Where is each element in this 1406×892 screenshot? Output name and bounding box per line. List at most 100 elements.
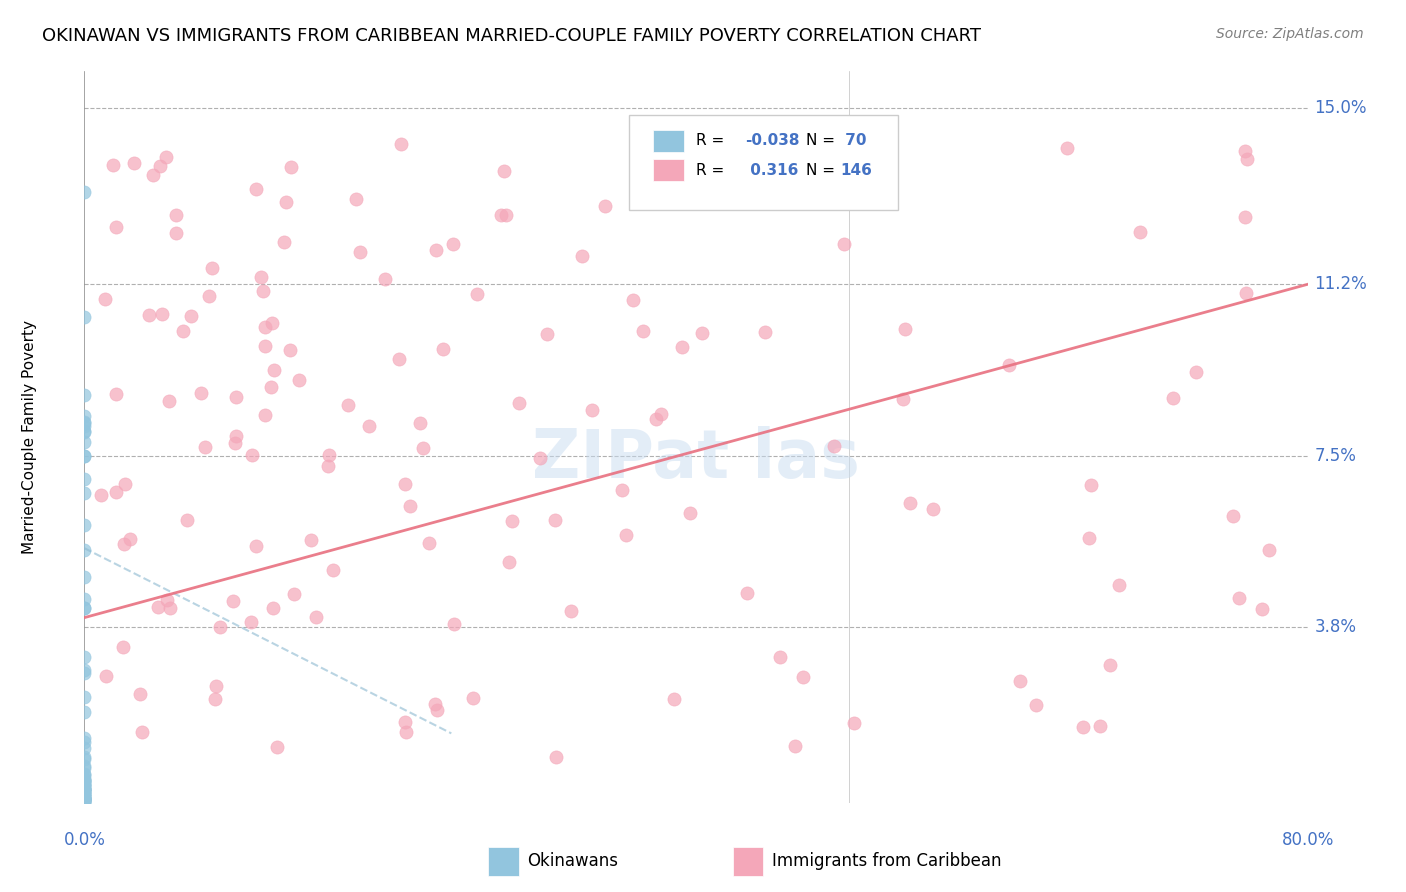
Point xyxy=(299,533,322,547)
Point xyxy=(394,476,416,491)
Point xyxy=(359,419,381,434)
Point xyxy=(73,791,96,805)
Point xyxy=(131,725,153,739)
Point xyxy=(73,592,96,607)
Point xyxy=(695,166,717,180)
Point xyxy=(155,151,177,165)
Point xyxy=(73,434,96,449)
Point xyxy=(253,319,276,334)
Point xyxy=(1071,720,1094,734)
Point xyxy=(73,791,96,805)
Point xyxy=(73,780,96,794)
Point xyxy=(544,749,567,764)
Point xyxy=(316,459,339,474)
Point xyxy=(260,317,283,331)
Point xyxy=(128,687,150,701)
FancyBboxPatch shape xyxy=(628,115,898,211)
Point xyxy=(263,363,285,377)
Point xyxy=(73,795,96,809)
Point xyxy=(73,783,96,797)
Point xyxy=(621,293,644,308)
Point xyxy=(73,795,96,809)
Point xyxy=(253,409,276,423)
Point xyxy=(783,739,806,753)
Point xyxy=(73,735,96,749)
Point xyxy=(240,448,263,462)
Point xyxy=(149,160,172,174)
Text: N =: N = xyxy=(806,162,839,178)
Point xyxy=(73,761,96,775)
FancyBboxPatch shape xyxy=(488,847,519,876)
Point xyxy=(245,182,267,196)
Point xyxy=(73,792,96,806)
Point xyxy=(104,220,127,235)
Point xyxy=(90,488,112,502)
Point xyxy=(593,199,616,213)
Point xyxy=(73,768,96,782)
Point xyxy=(73,778,96,792)
Point xyxy=(432,343,454,357)
Point xyxy=(205,679,228,693)
Text: 0.0%: 0.0% xyxy=(63,830,105,848)
Point xyxy=(73,542,96,557)
Point xyxy=(662,692,685,706)
Point xyxy=(73,785,96,799)
Point xyxy=(1233,210,1256,224)
Point xyxy=(536,326,558,341)
Point xyxy=(73,663,96,677)
Point xyxy=(73,758,96,772)
Point xyxy=(73,789,96,803)
Point xyxy=(103,158,125,172)
Point xyxy=(150,307,173,321)
Point xyxy=(73,388,96,402)
Point xyxy=(1108,578,1130,592)
Point xyxy=(769,650,792,665)
Point xyxy=(225,390,247,404)
Point xyxy=(73,486,96,500)
Point xyxy=(73,749,96,764)
Point xyxy=(73,767,96,781)
Point xyxy=(73,601,96,615)
Point xyxy=(1129,226,1152,240)
Text: R =: R = xyxy=(696,133,730,148)
Text: Married-Couple Family Poverty: Married-Couple Family Poverty xyxy=(22,320,37,554)
Point xyxy=(395,725,418,739)
Point xyxy=(394,714,416,729)
Point xyxy=(73,690,96,705)
Point xyxy=(197,289,219,303)
Point xyxy=(176,513,198,527)
Point xyxy=(792,670,814,684)
Point xyxy=(104,386,127,401)
Point xyxy=(498,555,520,569)
Point xyxy=(138,309,160,323)
Point xyxy=(73,779,96,793)
Point xyxy=(262,601,284,615)
Point xyxy=(412,442,434,456)
Point xyxy=(225,428,247,442)
Text: ZIPat las: ZIPat las xyxy=(531,426,860,492)
Point xyxy=(1080,478,1102,492)
Point xyxy=(318,449,340,463)
Point xyxy=(73,782,96,797)
Point xyxy=(337,398,360,412)
Point xyxy=(737,586,759,600)
Point xyxy=(1222,508,1244,523)
Point xyxy=(73,781,96,796)
Point xyxy=(443,616,465,631)
Point xyxy=(673,145,696,159)
Point xyxy=(1236,152,1258,166)
Point xyxy=(73,741,96,756)
Point xyxy=(426,703,449,717)
Point xyxy=(208,620,231,634)
Point xyxy=(489,208,512,222)
Point xyxy=(283,586,305,600)
Point xyxy=(508,396,530,410)
Point xyxy=(260,379,283,393)
Point xyxy=(544,513,567,527)
Point xyxy=(276,195,298,210)
Point xyxy=(73,794,96,808)
FancyBboxPatch shape xyxy=(654,130,683,152)
Point xyxy=(73,449,96,463)
Point xyxy=(305,610,328,624)
Point xyxy=(1025,698,1047,712)
